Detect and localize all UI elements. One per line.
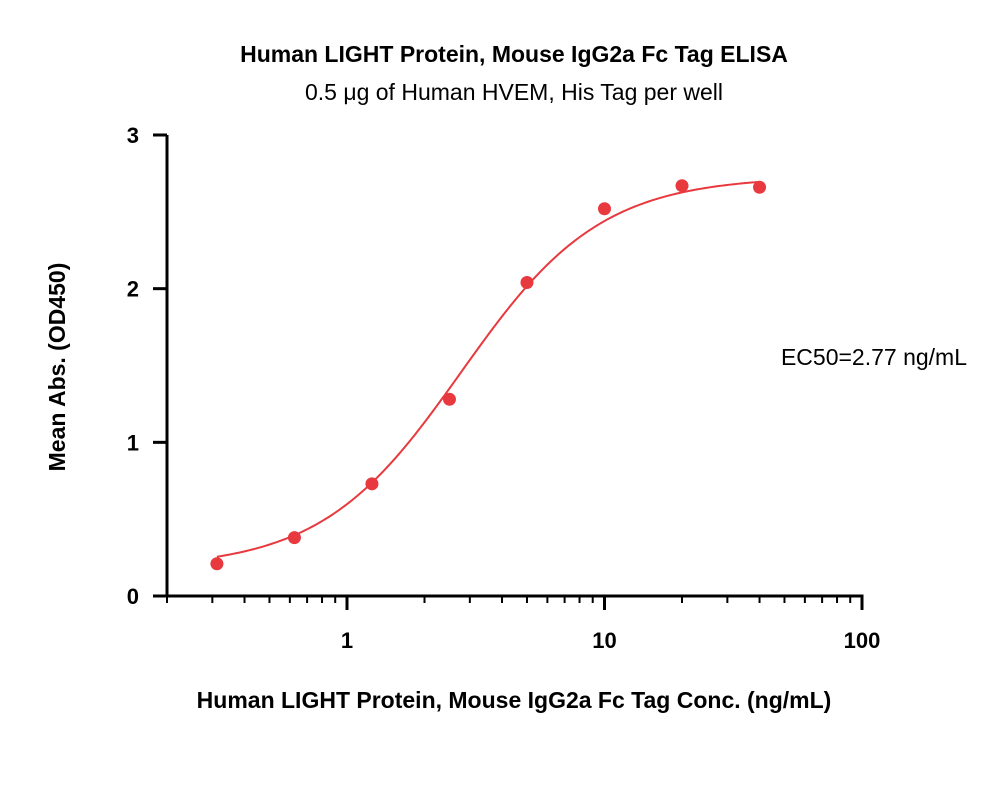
data-point (287, 531, 301, 545)
data-point (675, 179, 689, 193)
x-axis-title: Human LIGHT Protein, Mouse IgG2a Fc Tag … (197, 687, 832, 713)
data-points (210, 179, 767, 571)
data-point (210, 557, 224, 571)
data-point (520, 276, 534, 290)
ec50-annotation: EC50=2.77 ng/mL (781, 344, 967, 370)
data-point (597, 202, 611, 216)
x-tick-label: 10 (592, 628, 616, 653)
x-ticks: 1 10 100 (166, 596, 881, 653)
y-tick-label: 0 (127, 584, 139, 609)
x-tick-label: 100 (844, 628, 881, 653)
chart-title: Human LIGHT Protein, Mouse IgG2a Fc Tag … (240, 41, 788, 67)
y-tick-label: 2 (127, 277, 139, 302)
x-tick-label: 1 (341, 628, 353, 653)
y-tick-label: 3 (127, 123, 139, 148)
y-axis-title: Mean Abs. (OD450) (44, 263, 70, 472)
y-tick-label: 1 (127, 430, 139, 455)
data-point (442, 392, 456, 406)
chart-subtitle: 0.5 μg of Human HVEM, His Tag per well (305, 79, 723, 105)
y-ticks: 0 1 2 3 (127, 123, 167, 609)
fit-curve-group (216, 180, 760, 558)
axes (165, 135, 864, 598)
data-point (365, 477, 379, 491)
fit-curve (216, 180, 760, 558)
data-point (753, 180, 767, 194)
